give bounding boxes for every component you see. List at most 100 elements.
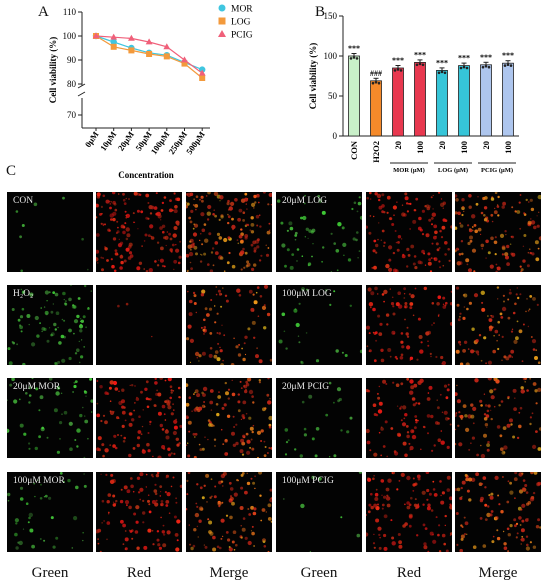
row-label: 20μM MOR [13, 382, 61, 392]
data-dot [459, 66, 463, 70]
cell-speckle [277, 194, 362, 272]
x-tick-label: CON [349, 140, 359, 160]
y-tick-label: 100 [324, 51, 338, 61]
micrograph-red-r2-c2 [96, 285, 182, 365]
y-tick-label: 70 [67, 110, 77, 120]
data-dot [396, 68, 400, 71]
cell-speckle [455, 378, 541, 458]
data-point-log [128, 47, 135, 54]
legend-label: LOG [231, 18, 251, 28]
data-point-pcig [128, 34, 135, 41]
cell-speckle [96, 472, 182, 552]
y-tick-label: 110 [63, 7, 77, 17]
cell-speckle [15, 196, 89, 272]
x-tick-label: 100 [503, 141, 513, 154]
x-tick-label: 20 [393, 141, 403, 150]
y-tick-label: 80 [67, 79, 77, 89]
data-point-pcig [92, 32, 100, 39]
data-dot [355, 57, 359, 60]
data-point-pcig [163, 43, 171, 50]
data-dot [437, 71, 441, 75]
data-dot [349, 57, 353, 60]
bar [436, 70, 448, 137]
panel-label-b: B [315, 4, 326, 20]
legend-marker [218, 17, 226, 25]
micrograph-red-r1-c5 [366, 192, 452, 272]
column-label-merge: Merge [478, 565, 518, 581]
cell-speckle [7, 285, 93, 365]
significance-label: *** [480, 53, 492, 62]
row-label: 20μM LOG [282, 196, 327, 206]
data-point-log [146, 51, 153, 57]
bar [370, 80, 382, 137]
bar [458, 65, 470, 137]
significance-label: *** [436, 58, 448, 67]
column-label-merge: Merge [209, 565, 249, 581]
legend-label: PCIG [231, 31, 253, 41]
cell-speckle [366, 192, 452, 272]
y-tick-label: 100 [63, 31, 77, 41]
micrograph-green-r3-c1: 20μM MOR [7, 378, 93, 458]
micrograph-green-r1-c4: 20μM LOG [276, 192, 362, 272]
data-point-log [163, 53, 170, 60]
cell-speckle [7, 472, 87, 550]
bar [414, 62, 426, 137]
x-tick-label: 500μM [184, 129, 207, 156]
cell-speckle [455, 472, 541, 552]
data-point-mor [110, 38, 117, 46]
cell-speckle [96, 192, 182, 272]
micrograph-red-r3-c2 [96, 378, 182, 458]
micrograph-green-r3-c4: 20μM PCIG [276, 378, 362, 458]
data-dot [393, 69, 397, 72]
data-dot [399, 69, 403, 72]
micrograph-merge-r2-c6 [455, 285, 541, 365]
y-tick-label: 150 [324, 11, 338, 21]
micrograph-merge-r1-c6 [455, 192, 541, 272]
row-label: 20μM PCIG [282, 382, 330, 392]
x-tick-label: 100 [459, 141, 469, 154]
axis-break-mark [77, 83, 86, 97]
column-label-red: Red [126, 565, 152, 581]
significance-label: *** [502, 51, 514, 60]
data-dot [421, 63, 425, 67]
micrograph-green-r4-c4: 100μM PCIG [276, 472, 362, 552]
data-dot [415, 63, 419, 67]
row-label: H₂O₂ [13, 289, 34, 299]
cell-speckle [186, 285, 272, 365]
micrograph-merge-r2-c3 [186, 285, 272, 365]
cell-speckle [366, 286, 452, 365]
legend-marker [218, 4, 226, 12]
micrograph-red-r1-c2 [96, 192, 182, 272]
column-label-green: Green [300, 565, 338, 581]
column-label-green: Green [31, 565, 69, 581]
y-tick-label: 0 [333, 131, 338, 141]
cell-speckle [366, 378, 452, 458]
x-tick-label: 20 [437, 141, 447, 150]
micrograph-green-r4-c1: 100μM MOR [7, 472, 93, 552]
data-point-log [110, 43, 117, 50]
data-dot [462, 65, 466, 69]
y-tick-label: 90 [67, 55, 77, 65]
x-tick-label: 10μM [98, 129, 118, 152]
significance-label: *** [414, 50, 426, 59]
data-dot [465, 66, 469, 70]
micrograph-red-r2-c5 [366, 285, 452, 365]
legend-label: MOR [231, 5, 253, 15]
x-tick-label: 20 [481, 141, 491, 150]
data-dot [481, 65, 485, 69]
data-dot [487, 65, 491, 69]
bar [502, 62, 514, 137]
cell-speckle [117, 302, 153, 338]
micrograph-merge-r3-c6 [455, 378, 541, 458]
cell-speckle [282, 472, 362, 552]
row-label: CON [13, 196, 34, 206]
data-point-pcig [145, 38, 153, 45]
micrograph-red-r3-c5 [366, 378, 452, 458]
data-dot [443, 71, 447, 75]
data-dot [377, 81, 381, 85]
significance-label: *** [392, 56, 404, 65]
micrograph-merge-r4-c6 [455, 472, 541, 552]
row-label: 100μM LOG [282, 289, 332, 299]
cell-speckle [284, 381, 353, 458]
